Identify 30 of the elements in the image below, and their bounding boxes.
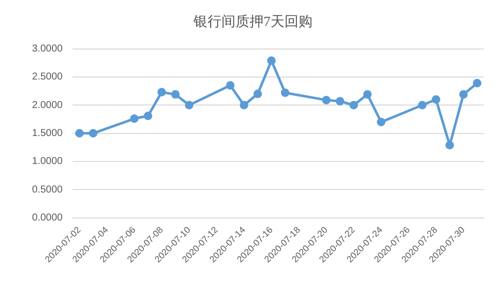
y-tick-label: 2.5000 [32,72,64,83]
chart-title: 银行间质押7天回购 [192,14,312,30]
point [267,56,276,65]
point [349,100,358,110]
point [240,100,248,110]
y-tick-label: 0.5000 [32,184,64,196]
point [75,129,84,138]
y-tick-label: 3.0000 [32,44,64,55]
point [472,78,482,88]
y-tick-label: 0.0000 [32,212,64,224]
point [88,129,98,138]
y-tick-label: 2.0000 [32,100,64,111]
point [376,118,386,126]
point [280,88,290,97]
point [157,88,166,96]
point [144,112,152,120]
point [253,90,262,98]
point [432,95,440,104]
point [226,81,235,90]
point [418,100,427,110]
point [130,114,139,123]
point [322,96,331,104]
point [363,90,372,99]
point [171,90,180,99]
point [445,140,454,150]
point [459,90,468,99]
y-tick-label: 1.0000 [32,156,64,168]
y-tick-label: 1.5000 [32,128,64,140]
point [184,100,194,110]
point [336,96,344,106]
